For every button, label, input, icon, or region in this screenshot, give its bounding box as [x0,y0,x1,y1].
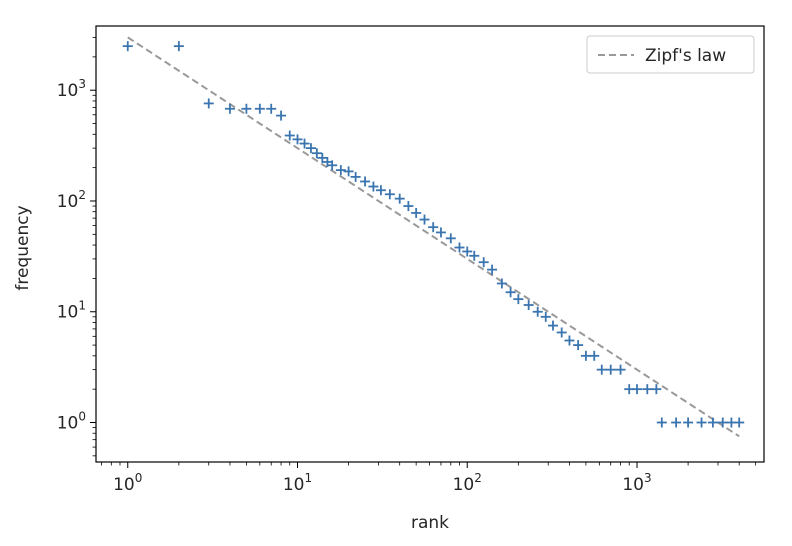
y-axis-label: frequency [13,205,33,290]
y-tick-label: 100 [57,410,86,434]
x-tick-exponent: 2 [474,471,482,485]
data-point [254,103,265,114]
data-point [122,41,133,52]
data-point [394,193,405,204]
data-point [462,246,473,257]
x-tick-exponent: 0 [135,471,143,485]
data-point [532,306,543,317]
x-tick-label: 100 [113,471,142,495]
data-point [276,110,287,121]
data-point [327,160,338,171]
data-point [375,185,386,196]
data-point [305,143,316,154]
data-point [523,300,534,311]
data-point [573,340,584,351]
data-point [564,335,575,346]
data-point [241,103,252,114]
data-point [696,417,707,428]
plot-area [122,36,745,438]
data-point [299,138,310,149]
data-point [411,207,422,218]
x-tick-label: 102 [453,471,482,495]
y-tick-label: 101 [57,299,86,323]
y-tick-base: 10 [57,303,79,323]
data-point [651,384,662,395]
y-tick-base: 10 [57,192,79,212]
data-point [368,181,379,192]
data-point [734,417,745,428]
data-point [547,320,558,331]
x-tick-base: 10 [622,475,644,495]
data-point [487,264,498,275]
data-point [454,242,465,253]
plot-frame [95,25,765,463]
data-point [403,201,414,212]
x-tick-base: 10 [283,475,305,495]
zipf-law-line [127,36,740,438]
data-point [656,417,667,428]
data-point [469,250,480,261]
data-point [419,214,430,225]
data-point [513,294,524,305]
x-axis: 100 101 102 103 [101,462,757,495]
x-axis-label: rank [411,513,449,533]
data-point [605,364,616,375]
data-point [445,233,456,244]
x-tick-exponent: 3 [644,471,652,485]
data-point [505,287,516,298]
data-point [224,103,235,114]
legend: Zipf's law [586,35,755,74]
x-tick-label: 103 [622,471,651,495]
data-point [350,171,361,182]
y-tick-exponent: 2 [78,188,86,202]
data-point [317,152,328,163]
y-tick-base: 10 [57,414,79,434]
data-point [435,227,446,238]
data-point [428,222,439,233]
y-tick-label: 103 [57,77,86,101]
data-point [266,103,277,114]
data-point [173,41,184,52]
data-point [384,189,395,200]
data-point [343,166,354,177]
data-point [642,384,653,395]
data-point [580,350,591,361]
data-point [496,278,507,289]
data-point [335,165,346,176]
data-point [615,364,626,375]
data-point [292,134,303,145]
data-point [203,98,214,109]
data-point [478,257,489,268]
x-tick-label: 101 [283,471,312,495]
y-tick-label: 102 [57,188,86,212]
y-tick-exponent: 0 [78,410,86,424]
data-point [671,417,682,428]
data-point [589,350,600,361]
legend-box [586,35,755,74]
x-tick-exponent: 1 [305,471,313,485]
legend-zipf-label: Zipf's law [645,46,726,66]
data-point [284,130,295,141]
data-point [360,176,371,187]
data-point [540,311,551,322]
data-point [717,417,728,428]
data-point [556,327,567,338]
data-point [683,417,694,428]
x-tick-base: 10 [453,475,475,495]
data-point [596,364,607,375]
y-tick-exponent: 3 [78,77,86,91]
data-point [311,148,322,159]
data-point [631,384,642,395]
x-tick-base: 10 [113,475,135,495]
y-tick-exponent: 1 [78,299,86,313]
y-tick-base: 10 [57,81,79,101]
data-point [707,417,718,428]
